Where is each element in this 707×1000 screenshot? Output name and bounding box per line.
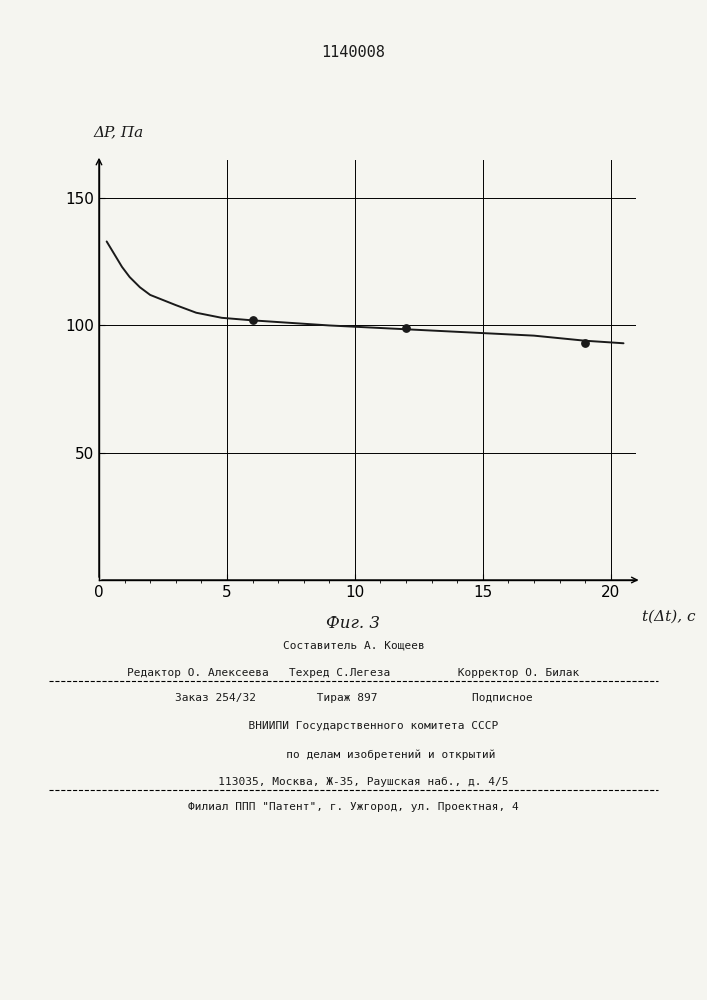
Text: Фиг. 3: Фиг. 3 [327, 615, 380, 632]
Text: Филиал ППП "Патент", г. Ужгород, ул. Проектная, 4: Филиал ППП "Патент", г. Ужгород, ул. Про… [188, 802, 519, 812]
Point [580, 335, 591, 351]
Text: по делам изобретений и открытий: по делам изобретений и открытий [212, 749, 495, 760]
Text: t(Δt), c: t(Δt), c [642, 609, 695, 623]
Point [400, 320, 411, 336]
Point [247, 312, 258, 328]
Text: ВНИИПИ Государственного комитета СССР: ВНИИПИ Государственного комитета СССР [209, 721, 498, 731]
Text: Составитель А. Кощеев: Составитель А. Кощеев [283, 640, 424, 650]
Text: Заказ 254/32         Тираж 897              Подписное: Заказ 254/32 Тираж 897 Подписное [175, 693, 532, 703]
Text: 113035, Москва, Ж-35, Раушская наб., д. 4/5: 113035, Москва, Ж-35, Раушская наб., д. … [198, 777, 509, 787]
Text: ΔP, Па: ΔP, Па [93, 125, 144, 139]
Text: 1140008: 1140008 [322, 45, 385, 60]
Text: Редактор О. Алексеева   Техред С.Легеза          Корректор О. Билак: Редактор О. Алексеева Техред С.Легеза Ко… [127, 668, 580, 678]
